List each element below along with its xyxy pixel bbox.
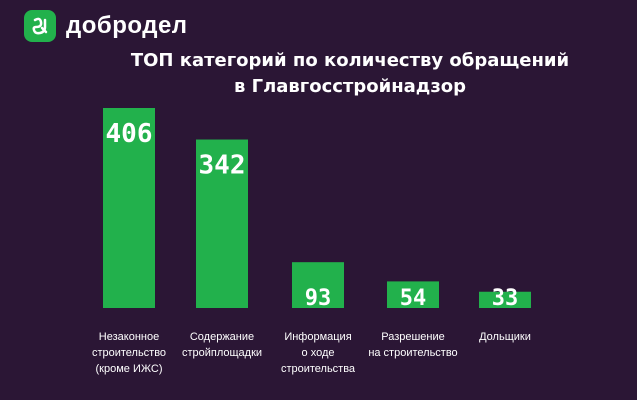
bar-0 — [103, 108, 155, 308]
chart-title-line-2: в Главгосстройнадзор — [233, 76, 467, 97]
category-label-2-line-2: строительства — [281, 363, 356, 375]
dobrodel-logo-icon — [24, 10, 56, 42]
bar-value-label-0: 406 — [106, 119, 153, 149]
category-label-0-line-0: Незаконное — [99, 331, 159, 343]
brand-name: добродел — [66, 12, 188, 39]
bar-2 — [292, 262, 344, 308]
category-label-4-line-0: Дольщики — [479, 331, 531, 343]
bar-3 — [387, 281, 439, 308]
bar-value-label-3: 54 — [400, 286, 427, 311]
bar-value-label-4: 33 — [492, 286, 519, 311]
category-label-2-line-0: Информация — [284, 331, 351, 343]
bar-value-label-1: 342 — [199, 151, 246, 181]
bar-value-label-2: 93 — [305, 286, 332, 311]
category-label-1-line-1: стройплощадки — [182, 347, 262, 359]
chart-title-line-1: ТОП категорий по количеству обращений — [130, 50, 570, 71]
bar-1 — [196, 139, 248, 308]
category-label-2-line-1: о ходе — [302, 347, 335, 359]
category-label-3-line-1: на строительство — [368, 347, 457, 359]
category-label-1-line-0: Содержание — [190, 331, 254, 343]
category-label-0-line-2: (кроме ИЖС) — [96, 363, 163, 375]
category-label-3-line-0: Разрешение — [381, 331, 445, 343]
bar-4 — [479, 291, 531, 308]
brand-logo: добродел — [24, 10, 188, 42]
category-label-0-line-1: строительство — [92, 347, 166, 359]
